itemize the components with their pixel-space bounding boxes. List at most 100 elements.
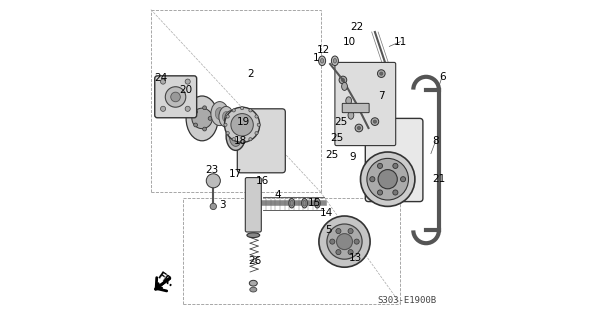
FancyBboxPatch shape [335,62,396,146]
Text: 15: 15 [308,198,321,208]
Circle shape [370,177,375,182]
Circle shape [336,250,341,255]
Circle shape [341,78,345,82]
Circle shape [339,76,347,84]
Text: 1: 1 [312,52,319,63]
Ellipse shape [303,200,306,206]
Text: 16: 16 [256,176,270,186]
Circle shape [208,116,212,120]
Circle shape [357,126,361,130]
Ellipse shape [225,111,238,129]
Text: 7: 7 [378,91,385,101]
Ellipse shape [222,112,230,122]
Circle shape [226,115,230,118]
Ellipse shape [346,97,351,105]
Text: 25: 25 [335,116,348,127]
Ellipse shape [219,106,233,127]
Ellipse shape [342,83,347,91]
Text: 12: 12 [317,44,330,55]
Circle shape [378,70,385,77]
Text: 25: 25 [325,150,339,160]
Circle shape [393,163,398,168]
Circle shape [255,115,258,118]
Circle shape [241,107,244,110]
Circle shape [165,87,186,107]
FancyBboxPatch shape [238,109,285,173]
Circle shape [367,158,409,200]
Text: 20: 20 [180,84,192,95]
Circle shape [361,152,415,206]
Circle shape [378,170,397,189]
Text: 2: 2 [247,68,253,79]
Circle shape [379,72,383,75]
Text: 21: 21 [432,174,446,184]
Text: 26: 26 [248,256,261,266]
Circle shape [185,79,190,84]
FancyArrowPatch shape [156,278,169,291]
Ellipse shape [315,200,319,206]
Text: 24: 24 [154,73,167,84]
Circle shape [210,203,217,210]
Circle shape [203,127,206,131]
Ellipse shape [250,287,257,292]
Text: 18: 18 [234,136,247,146]
Circle shape [348,228,353,234]
FancyBboxPatch shape [365,118,423,202]
FancyBboxPatch shape [155,76,197,118]
FancyBboxPatch shape [342,103,369,113]
Ellipse shape [319,56,326,66]
Text: FR.: FR. [155,271,175,289]
Text: 22: 22 [351,22,364,32]
Text: 9: 9 [349,152,356,162]
Circle shape [257,123,260,126]
Ellipse shape [226,122,245,150]
Circle shape [226,132,230,135]
Text: 25: 25 [330,132,343,143]
Circle shape [255,132,258,135]
Circle shape [192,108,213,129]
Circle shape [206,174,220,188]
Ellipse shape [216,108,224,120]
Ellipse shape [228,116,234,124]
Ellipse shape [186,96,218,141]
Text: 8: 8 [432,136,439,146]
Circle shape [231,114,253,136]
Circle shape [232,138,236,141]
Text: 3: 3 [220,200,226,210]
Circle shape [232,109,236,112]
Text: 4: 4 [274,190,281,200]
Circle shape [337,234,353,250]
Circle shape [373,120,376,123]
Ellipse shape [289,198,295,208]
Ellipse shape [247,233,259,237]
Ellipse shape [320,59,324,63]
Circle shape [355,124,363,132]
Ellipse shape [331,56,339,66]
Circle shape [194,110,197,114]
Circle shape [249,138,252,141]
Circle shape [194,123,197,127]
Circle shape [401,177,406,182]
Ellipse shape [290,200,294,206]
Circle shape [203,106,206,110]
Circle shape [330,239,335,244]
Circle shape [249,109,252,112]
Text: 14: 14 [320,208,334,218]
Text: 23: 23 [205,164,218,175]
Circle shape [171,92,180,102]
Text: 19: 19 [237,116,250,127]
Text: S303-E1900B: S303-E1900B [378,296,437,305]
Circle shape [354,239,359,244]
Text: 6: 6 [439,72,445,82]
Text: 11: 11 [394,36,407,47]
Circle shape [224,123,227,126]
Ellipse shape [211,102,228,126]
Circle shape [378,163,382,168]
Text: 17: 17 [229,169,242,180]
Ellipse shape [249,280,257,286]
Circle shape [241,140,244,143]
Text: 10: 10 [343,36,356,47]
Circle shape [371,118,379,125]
Ellipse shape [301,198,308,208]
Circle shape [161,79,166,84]
